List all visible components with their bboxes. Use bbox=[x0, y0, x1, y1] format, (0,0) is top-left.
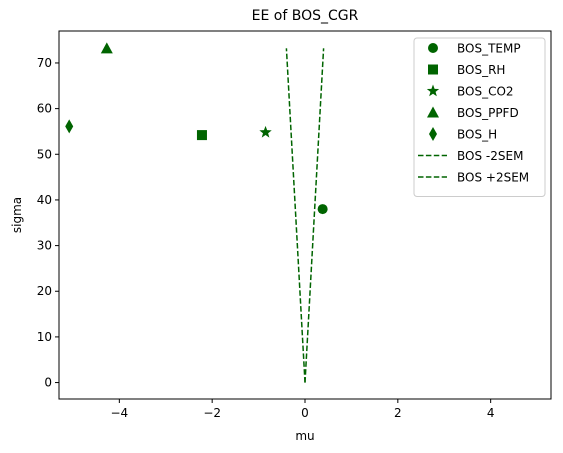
y-axis-ticks: 0 10 20 30 40 50 60 70 bbox=[37, 56, 59, 390]
data-markers bbox=[65, 42, 328, 215]
legend-label: BOS -2SEM bbox=[457, 149, 523, 163]
sem-plus-line bbox=[304, 48, 325, 383]
legend-marker-bos-h bbox=[429, 127, 437, 141]
sem-lines bbox=[285, 48, 325, 383]
x-tick-label: 4 bbox=[487, 406, 495, 420]
data-point-bos-h bbox=[65, 119, 74, 134]
y-tick-label: 40 bbox=[37, 193, 52, 207]
x-tick-label: 2 bbox=[394, 406, 402, 420]
legend-label: BOS_TEMP bbox=[457, 42, 521, 56]
legend-label: BOS_CO2 bbox=[457, 85, 514, 99]
data-point-bos-co2 bbox=[259, 125, 272, 138]
x-axis-ticks: −4 −2 0 2 4 bbox=[110, 399, 494, 420]
legend-label: BOS_H bbox=[457, 128, 497, 142]
chart-title: EE of BOS_CGR bbox=[252, 8, 359, 24]
x-tick-label: −4 bbox=[110, 406, 128, 420]
y-tick-label: 60 bbox=[37, 102, 52, 116]
data-point-bos-temp bbox=[317, 204, 328, 215]
data-point-bos-rh bbox=[196, 130, 207, 141]
sem-minus-line bbox=[285, 48, 306, 383]
y-axis-label: sigma bbox=[10, 197, 24, 233]
y-tick-label: 0 bbox=[44, 376, 52, 390]
legend-marker-bos-ppfd bbox=[427, 106, 439, 118]
legend-label: BOS_PPFD bbox=[457, 106, 519, 120]
y-tick-label: 50 bbox=[37, 147, 52, 161]
legend-label: BOS_RH bbox=[457, 63, 505, 77]
y-tick-label: 70 bbox=[37, 56, 52, 70]
y-tick-label: 10 bbox=[37, 330, 52, 344]
legend-marker-bos-co2 bbox=[426, 84, 440, 97]
legend-box bbox=[413, 37, 546, 197]
y-tick-label: 30 bbox=[37, 239, 52, 253]
x-tick-label: 0 bbox=[301, 406, 309, 420]
legend-label: BOS +2SEM bbox=[457, 171, 529, 185]
x-tick-label: −2 bbox=[203, 406, 221, 420]
legend-marker-bos-temp bbox=[428, 43, 438, 53]
legend: BOS_TEMP BOS_RH BOS_CO2 BOS_PPFD BOS_H BOS -2… bbox=[413, 37, 546, 197]
legend-marker-bos-rh bbox=[428, 64, 438, 75]
data-point-bos-ppfd bbox=[100, 42, 113, 54]
x-axis-label: mu bbox=[295, 429, 314, 443]
y-tick-label: 20 bbox=[37, 284, 52, 298]
